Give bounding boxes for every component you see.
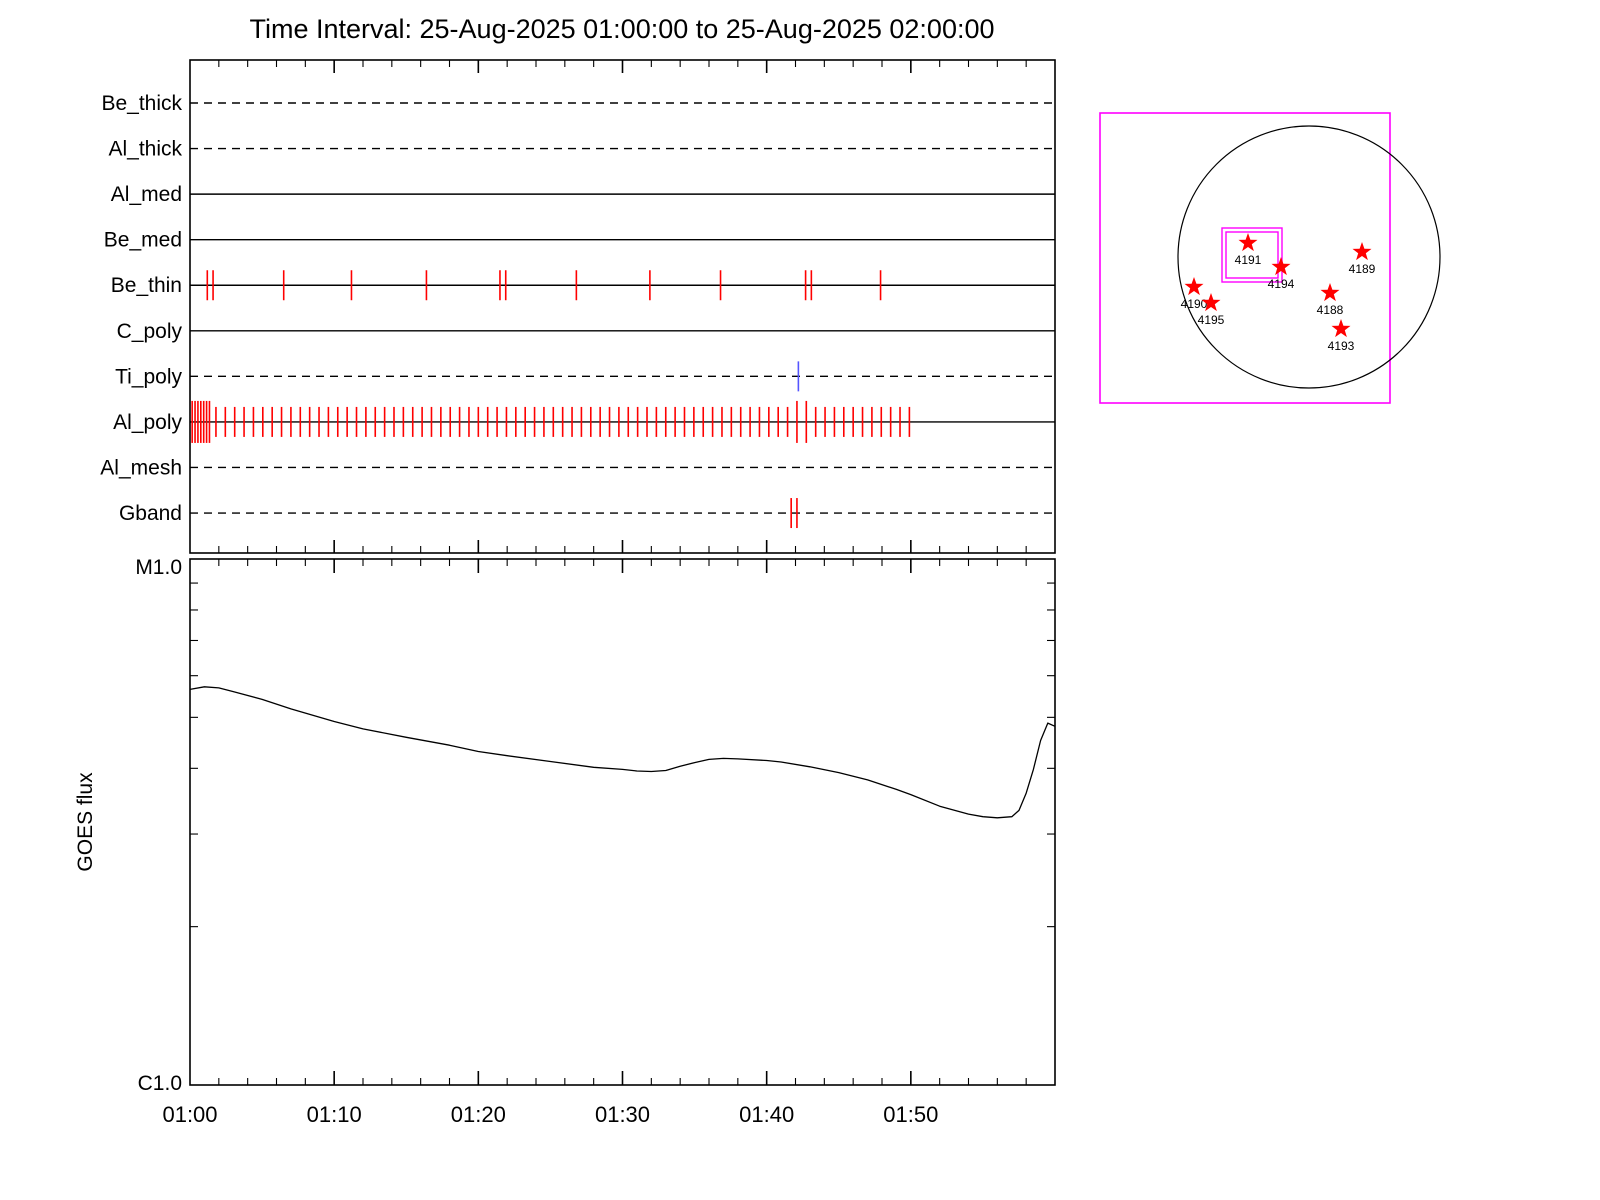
filter-row-label: C_poly [117,320,183,343]
time-axis-label: 01:20 [451,1102,506,1127]
filter-row-label: Al_mesh [100,456,182,479]
active-region-label: 4194 [1268,277,1295,291]
active-region-label: 4190 [1181,297,1208,311]
filter-row-label: Al_poly [113,411,182,434]
filter-row-label: Gband [119,502,182,525]
timeline-panel-border [189,59,1056,554]
fov-box [1099,112,1391,404]
active-region-star [1320,283,1340,302]
active-region-star [1184,277,1204,296]
active-region-label: 4193 [1328,339,1355,353]
time-axis-label: 01:10 [307,1102,362,1127]
goes-flux-panel: M1.0 C1.0 GOES flux 01:00 01:10 01:20 01:30… [74,556,1056,1127]
active-region-label: 4191 [1235,253,1262,267]
active-region-star [1352,242,1372,261]
goes-panel-border [189,558,1056,1086]
active-region-star [1331,319,1351,338]
filter-row-label: Be_thick [101,92,182,115]
time-axis-label: 01:50 [883,1102,938,1127]
filter-row-label: Be_thin [111,274,182,297]
goes-flux-axis-title: GOES flux [74,772,97,872]
target-box-outer [1221,227,1283,283]
time-axis-label: 01:40 [739,1102,794,1127]
goes-y-top-label: M1.0 [135,556,182,579]
active-region-label: 4188 [1317,303,1344,317]
filter-row-label: Be_med [104,229,182,252]
solar-disk-map: 4191 4194 4189 4188 4193 4190 4195 [1099,112,1441,404]
active-region-star [1238,233,1258,252]
goes-y-bottom-label: C1.0 [138,1072,182,1095]
solar-limb-circle [1177,125,1441,389]
filter-row-label: Ti_poly [115,365,182,388]
active-region-star [1201,293,1221,312]
target-box-inner [1225,231,1279,279]
page-title: Time Interval: 25-Aug-2025 01:00:00 to 2… [249,14,994,44]
filter-timeline-panel: Be_thick Al_thick Al_med Be_med Be_thin C_pol… [100,59,1056,554]
filter-row-label: Al_med [111,183,182,206]
time-axis-label: 01:30 [595,1102,650,1127]
filter-row-label: Al_thick [108,138,182,161]
active-region-star [1271,257,1291,276]
time-axis-label: 01:00 [162,1102,217,1127]
active-region-label: 4195 [1198,313,1225,327]
active-region-label: 4189 [1349,262,1376,276]
goes-flux-curve [189,686,1056,819]
